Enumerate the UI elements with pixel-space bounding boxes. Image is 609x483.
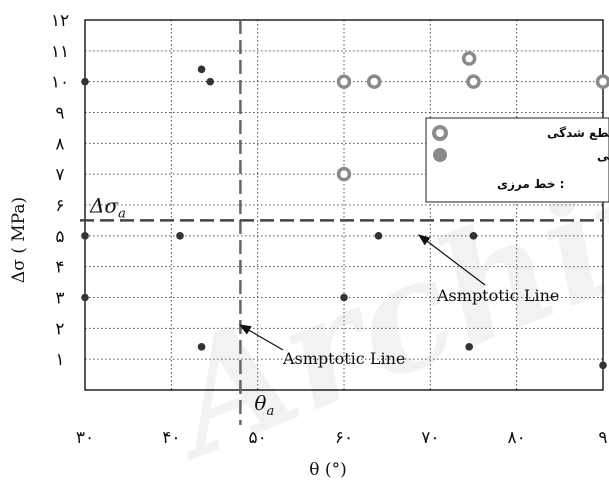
point-dot xyxy=(197,65,206,74)
watermark-text: Archive of SID xyxy=(136,0,609,483)
asymptotic-line-label-2: Asmptotic Line xyxy=(282,349,405,368)
asymptotic-line-label-1: Asmptotic Line xyxy=(436,286,559,305)
point-dot xyxy=(81,293,89,302)
point-dot xyxy=(81,232,89,240)
y-axis-title: Δσ ( MPa) xyxy=(9,197,29,283)
y-tick-label: ۴ xyxy=(55,258,64,278)
legend-marker-dot xyxy=(433,148,447,162)
point-dot xyxy=(176,232,184,240)
sigma-a-label: Δσa xyxy=(89,193,126,221)
point-dot xyxy=(374,232,383,240)
point-dot xyxy=(197,343,206,351)
y-tick-label: ۶ xyxy=(55,196,64,216)
legend-marker-ring xyxy=(432,125,448,141)
y-tick-label: ۷ xyxy=(55,165,64,185)
y-tick-label: ۱۲ xyxy=(51,11,69,31)
legend-label-boundary: : خط مرزی xyxy=(497,177,564,191)
legend-label-cut: قطع شدگی xyxy=(547,126,609,140)
point-ring xyxy=(336,74,352,89)
sigma-a-subscript: a xyxy=(118,206,126,221)
arrow-vertical-asymptote xyxy=(238,324,284,351)
point-ring xyxy=(366,74,382,89)
x-tick-label: ۳۰ xyxy=(76,428,94,448)
y-tick-label: ۳ xyxy=(55,289,64,309)
y-tick-label: ۲ xyxy=(55,319,64,339)
y-tick-label: ۵ xyxy=(55,227,64,247)
x-tick-label: ۸۰ xyxy=(508,428,526,448)
point-dot xyxy=(599,361,607,370)
point-ring xyxy=(595,74,609,89)
point-ring xyxy=(466,74,481,89)
watermark: Archive of SID xyxy=(136,0,609,483)
point-dot xyxy=(81,77,89,86)
y-tick-label: ۸ xyxy=(55,134,64,154)
reference-lines xyxy=(80,20,603,425)
x-axis-title: θ (°) xyxy=(309,460,346,480)
point-ring xyxy=(336,166,352,182)
x-tick-label: ۹ xyxy=(598,428,607,448)
point-ring xyxy=(461,51,477,66)
point-dot xyxy=(469,232,478,240)
x-tick-label: ۵۰ xyxy=(249,428,267,448)
point-dot xyxy=(340,293,348,302)
x-tick-label: ۴۰ xyxy=(162,428,180,448)
point-dot xyxy=(465,343,473,351)
y-tick-label: ۱ xyxy=(55,350,64,370)
legend-box xyxy=(425,117,609,203)
plot-frame xyxy=(84,19,604,391)
x-tick-label: ۶۰ xyxy=(335,428,353,448)
y-tick-label: ۱۱ xyxy=(51,42,69,62)
legend: قطع شدگی عدم قطع شدگی : خط مرزی xyxy=(425,117,609,203)
y-tick-label: ۹ xyxy=(55,104,64,124)
data-points xyxy=(81,51,609,370)
y-tick-label: ۱۰ xyxy=(51,73,69,93)
point-dot xyxy=(206,77,214,86)
arrow-horizontal-asymptote xyxy=(418,234,486,286)
legend-label-no-cut: عدم قطع شدگی xyxy=(597,149,609,164)
x-tick-label: ۷۰ xyxy=(421,428,439,448)
theta-a-subscript: a xyxy=(266,404,274,419)
